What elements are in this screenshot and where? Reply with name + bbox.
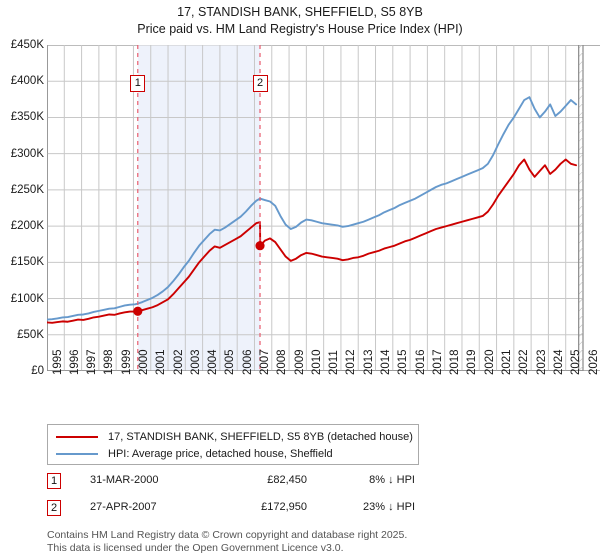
y-axis-tick-label: £400K xyxy=(10,75,44,88)
transaction-hpi-delta-2: 23% ↓ HPI xyxy=(363,501,415,513)
table-row: 2 27-APR-2007 £172,950 23% ↓ HPI xyxy=(47,498,437,525)
legend-item-hpi: HPI: Average price, detached house, Shef… xyxy=(56,447,410,461)
transaction-badge-1: 1 xyxy=(47,473,61,489)
footer-attribution: Contains HM Land Registry data © Crown c… xyxy=(47,529,587,554)
transactions-table: 1 31-MAR-2000 £82,450 8% ↓ HPI 2 27-APR-… xyxy=(47,471,437,525)
chart-legend: 17, STANDISH BANK, SHEFFIELD, S5 8YB (de… xyxy=(47,424,419,465)
y-axis-tick-label: £300K xyxy=(10,147,44,160)
page-subtitle: Price paid vs. HM Land Registry's House … xyxy=(137,22,463,36)
footer-line-licence: This data is licensed under the Open Gov… xyxy=(47,541,344,554)
transaction-badge-2: 2 xyxy=(47,500,61,516)
transaction-hpi-delta-1: 8% ↓ HPI xyxy=(369,474,415,486)
y-axis-tick-label: £200K xyxy=(10,220,44,233)
y-axis-tick-label: £0 xyxy=(31,365,44,377)
page-title: 17, STANDISH BANK, SHEFFIELD, S5 8YB xyxy=(177,5,423,19)
y-axis-tick-label: £250K xyxy=(10,183,44,196)
legend-label-hpi: HPI: Average price, detached house, Shef… xyxy=(108,448,333,460)
footer-line-copyright: Contains HM Land Registry data © Crown c… xyxy=(47,529,408,541)
legend-swatch-hpi xyxy=(56,453,98,455)
transaction-date-1: 31-MAR-2000 xyxy=(90,474,159,486)
transaction-date-2: 27-APR-2007 xyxy=(90,501,157,513)
y-axis-tick-label: £50K xyxy=(17,328,44,341)
table-row: 1 31-MAR-2000 £82,450 8% ↓ HPI xyxy=(47,471,437,498)
chart-marker-flag-2: 2 xyxy=(252,75,268,92)
transaction-price-2: £172,950 xyxy=(261,501,307,513)
title-block: 17, STANDISH BANK, SHEFFIELD, S5 8YB Pri… xyxy=(0,4,600,38)
legend-swatch-property xyxy=(56,436,98,438)
y-axis-tick-label: £100K xyxy=(10,292,44,305)
forecast-hatch-region xyxy=(578,45,583,371)
legend-label-property: 17, STANDISH BANK, SHEFFIELD, S5 8YB (de… xyxy=(108,431,413,443)
y-axis-tick-label: £350K xyxy=(10,111,44,124)
sale-period-band xyxy=(137,45,261,371)
y-axis-tick-label: £150K xyxy=(10,256,44,269)
transaction-price-1: £82,450 xyxy=(267,474,307,486)
legend-item-property: 17, STANDISH BANK, SHEFFIELD, S5 8YB (de… xyxy=(56,430,413,444)
chart-series-lines xyxy=(47,45,578,371)
y-axis-tick-label: £450K xyxy=(10,39,44,51)
chart-marker-flag-1: 1 xyxy=(130,75,146,92)
